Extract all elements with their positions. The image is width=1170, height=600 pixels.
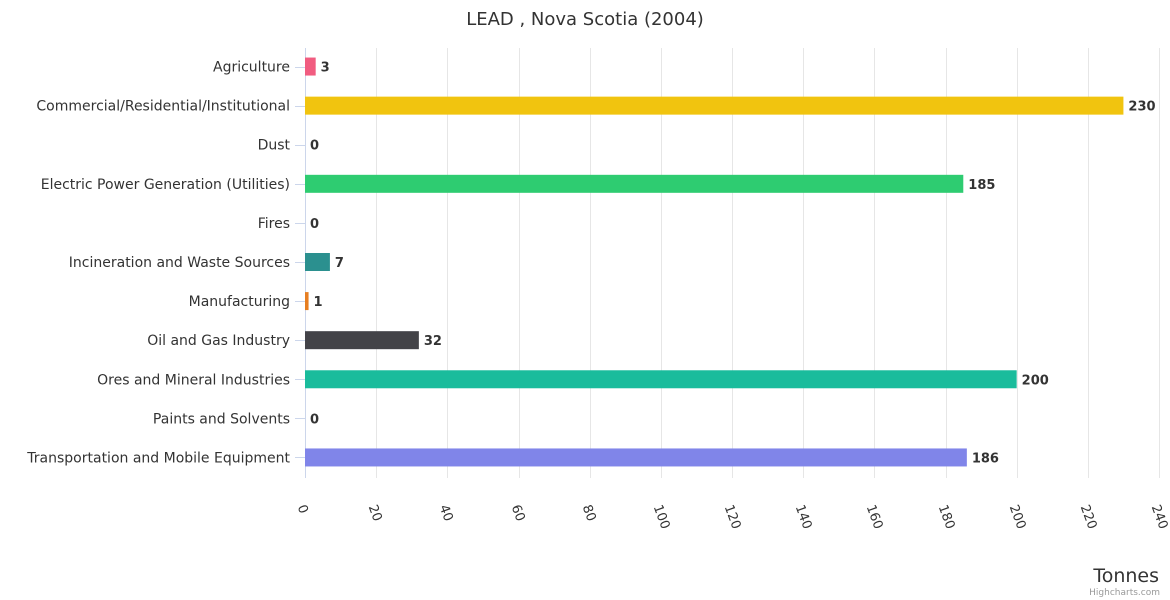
tick-label: 0 xyxy=(294,503,311,516)
category-label: Paints and Solvents xyxy=(153,411,290,427)
chart-title: LEAD , Nova Scotia (2004) xyxy=(466,9,704,30)
category-label: Oil and Gas Industry xyxy=(147,333,290,349)
bar[interactable] xyxy=(305,253,330,271)
tick-label: 200 xyxy=(1006,503,1029,531)
bar[interactable] xyxy=(305,331,419,350)
category-label: Manufacturing xyxy=(189,294,290,310)
bar[interactable] xyxy=(305,448,967,467)
tick-label: 220 xyxy=(1077,503,1100,531)
tick-label: 160 xyxy=(863,503,886,531)
tick-label: 120 xyxy=(721,503,744,531)
data-label: 7 xyxy=(335,256,344,271)
data-label: 3 xyxy=(321,61,330,76)
data-label: 32 xyxy=(424,334,442,349)
tick-label: 240 xyxy=(1148,503,1170,531)
data-label: 186 xyxy=(972,451,999,466)
data-label: 1 xyxy=(314,295,323,310)
tick-label: 20 xyxy=(365,503,385,524)
category-label: Transportation and Mobile Equipment xyxy=(26,450,290,466)
category-label: Agriculture xyxy=(213,60,290,76)
data-labels: 3 230 0 185 0 7 1 32 200 0 186 xyxy=(310,61,1156,467)
category-label: Electric Power Generation (Utilities) xyxy=(41,177,290,193)
bar[interactable] xyxy=(305,96,1124,115)
category-label: Incineration and Waste Sources xyxy=(69,255,290,271)
credits-link[interactable]: Highcharts.com xyxy=(1089,588,1160,598)
data-label: 185 xyxy=(968,178,995,193)
category-labels: Agriculture Commercial/Residential/Instit… xyxy=(26,60,290,467)
bar[interactable] xyxy=(305,174,964,193)
tick-label: 60 xyxy=(508,503,528,524)
bar[interactable] xyxy=(305,370,1017,389)
value-axis-ticks: 0 20 40 60 80 100 120 140 160 180 200 220 240 xyxy=(294,503,1170,531)
data-label: 0 xyxy=(310,139,319,154)
tick-label: 180 xyxy=(935,503,958,531)
category-label: Ores and Mineral Industries xyxy=(97,372,290,388)
category-label: Commercial/Residential/Institutional xyxy=(36,99,290,115)
data-label: 0 xyxy=(310,412,319,427)
category-axis xyxy=(295,48,306,478)
data-label: 0 xyxy=(310,217,319,232)
tick-label: 80 xyxy=(579,503,599,524)
category-label: Fires xyxy=(258,216,290,232)
bars xyxy=(305,57,1124,467)
value-axis-title: Tonnes xyxy=(1092,565,1159,587)
bar[interactable] xyxy=(305,57,316,76)
grid-lines xyxy=(376,48,1160,478)
tick-label: 100 xyxy=(650,503,673,531)
data-label: 200 xyxy=(1022,373,1049,388)
data-label: 230 xyxy=(1128,100,1155,115)
category-label: Dust xyxy=(258,138,291,154)
bar[interactable] xyxy=(305,292,309,311)
tick-label: 140 xyxy=(792,503,815,531)
tick-label: 40 xyxy=(436,503,456,524)
